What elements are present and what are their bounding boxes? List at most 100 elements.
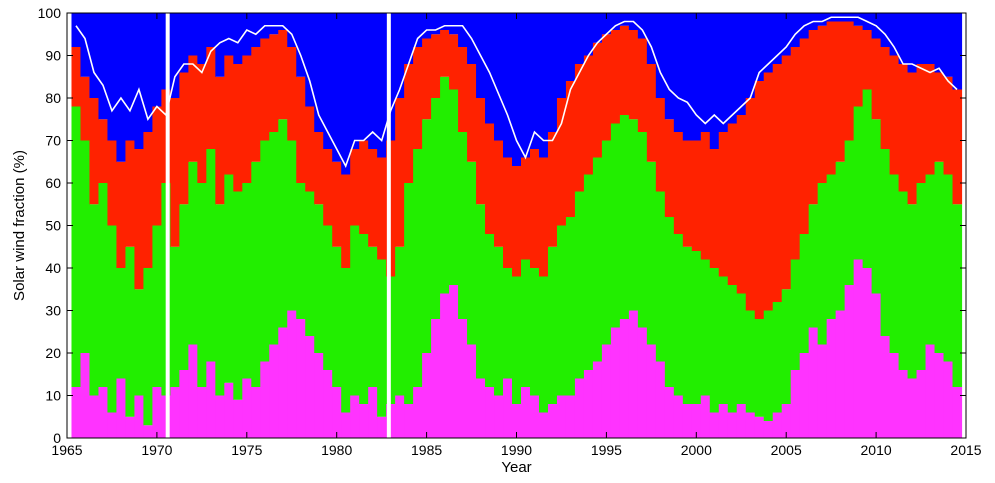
transient-bar [745,98,756,311]
fast-wind-bar [116,13,127,162]
slow-wind-bar [844,140,855,285]
slow-wind-bar [772,302,783,413]
fast-wind-bar [907,13,918,73]
fast-wind-bar [404,13,414,64]
transient-bar [476,98,486,205]
stream-interaction-bar [682,404,693,438]
transient-bar [817,25,828,183]
stream-interaction-bar [628,310,639,438]
fast-wind-bar [368,13,378,149]
stream-interaction-bar [646,344,657,438]
stream-interaction-bar [745,412,756,438]
transient-bar [655,98,666,192]
stream-interaction-bar [934,353,945,438]
fast-wind-bar [224,13,234,56]
slow-wind-bar [170,246,180,387]
slow-wind-bar [476,204,486,379]
transient-bar [485,123,495,234]
stream-interaction-bar [512,404,522,438]
stream-interaction-bar [862,268,873,438]
transient-bar [736,115,747,294]
transient-bar [440,30,450,77]
transient-bar [916,64,927,183]
stream-interaction-bar [80,353,91,438]
y-tick-label: 90 [45,48,61,64]
fast-wind-bar [772,13,783,64]
transient-bar [197,64,207,183]
slow-wind-bar [799,234,810,353]
transient-bar [422,38,432,120]
stream-interaction-bar [772,412,783,438]
fast-wind-bar [790,13,801,47]
slow-wind-bar [871,119,882,294]
transient-bar [583,55,594,175]
transient-bar [251,47,261,162]
slow-wind-bar [386,276,396,404]
stream-interaction-bar [494,395,504,438]
transient-bar [350,149,360,226]
transient-bar [628,30,639,120]
stream-interaction-bar [404,404,414,438]
fast-wind-bar [889,13,900,56]
transient-bar [709,149,720,268]
slow-wind-bar [862,89,873,268]
x-tick-label: 1980 [321,442,352,458]
slow-wind-bar [745,310,756,413]
stream-interaction-bar [952,387,963,438]
transient-bar [305,106,315,192]
transient-bar [700,132,711,260]
stream-interaction-bar [826,319,837,438]
transient-bar [664,119,675,217]
slow-wind-bar [206,149,216,362]
stream-interaction-bar [260,361,270,438]
transient-bar [215,76,225,205]
slow-wind-bar [592,157,603,362]
transient-bar [278,30,288,120]
slow-wind-bar [89,204,100,396]
slow-wind-bar [107,225,118,413]
stream-interaction-bar [790,370,801,438]
transient-bar [431,34,441,98]
fast-wind-bar [853,13,864,26]
fast-wind-bar [583,13,594,56]
y-tick-label: 20 [45,345,61,361]
fast-wind-bar [682,13,693,141]
transient-bar [934,72,945,162]
stream-interaction-bar [359,404,369,438]
transient-bar [260,38,270,141]
fast-wind-bar [727,13,738,124]
slow-wind-bar [835,161,846,311]
fast-wind-bar [781,13,792,56]
fast-wind-bar [529,13,540,149]
transient-bar [341,174,351,268]
x-tick-label: 2010 [861,442,892,458]
fast-wind-bar [71,13,82,47]
slow-wind-bar [260,140,270,362]
slow-wind-bar [700,259,711,396]
fast-wind-bar [521,13,531,158]
fast-wind-bar [350,13,360,149]
fast-wind-bar [305,13,315,107]
stream-interaction-bar [485,387,495,438]
transient-bar [98,119,109,183]
transient-bar [386,140,396,277]
transient-bar [242,55,252,183]
fast-wind-bar [512,13,522,166]
fast-wind-bar [646,13,657,64]
slow-wind-bar [422,119,432,353]
slow-wind-bar [583,174,594,370]
slow-wind-bar [332,246,342,387]
stream-interaction-bar [592,361,603,438]
slow-wind-bar [808,204,819,328]
transient-bar [844,21,855,141]
y-tick-label: 0 [53,430,61,446]
slow-wind-bar [116,268,127,379]
slow-wind-bar [664,217,675,387]
slow-wind-bar [754,319,765,417]
stream-interaction-bar [601,344,612,438]
slow-wind-bar [682,246,693,404]
fast-wind-bar [745,13,756,98]
y-tick-label: 60 [45,175,61,191]
fast-wind-bar [197,13,207,64]
transient-bar [269,34,279,132]
